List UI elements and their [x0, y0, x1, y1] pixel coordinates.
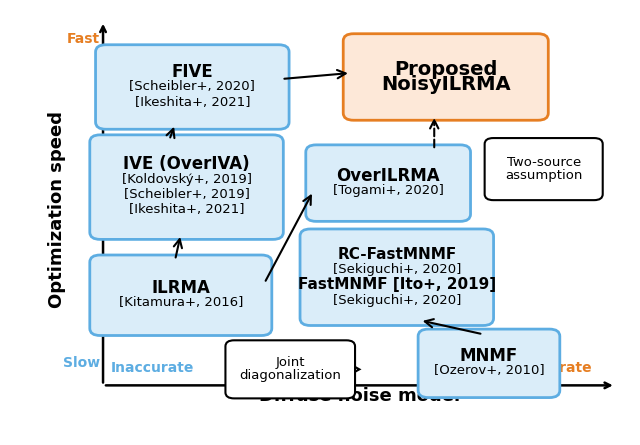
Text: [Togami+, 2020]: [Togami+, 2020]: [333, 184, 444, 197]
Text: [Koldovský+, 2019]: [Koldovský+, 2019]: [122, 173, 252, 186]
FancyBboxPatch shape: [300, 229, 493, 325]
FancyBboxPatch shape: [225, 340, 355, 398]
Text: FastMNMF [Ito+, 2019]: FastMNMF [Ito+, 2019]: [298, 277, 496, 292]
Text: [Sekiguchi+, 2020]: [Sekiguchi+, 2020]: [333, 294, 461, 307]
Text: IVE (OverIVA): IVE (OverIVA): [124, 155, 250, 173]
Text: MNMF: MNMF: [460, 347, 518, 365]
Text: ILRMA: ILRMA: [152, 279, 210, 297]
Text: Diffuse noise model: Diffuse noise model: [259, 388, 460, 405]
Polygon shape: [486, 147, 493, 176]
Text: Proposed: Proposed: [394, 60, 497, 79]
FancyBboxPatch shape: [90, 255, 272, 336]
FancyBboxPatch shape: [95, 45, 289, 129]
Text: [Scheibler+, 2020]: [Scheibler+, 2020]: [129, 81, 255, 93]
Text: [Scheibler+, 2019]: [Scheibler+, 2019]: [124, 188, 250, 201]
FancyBboxPatch shape: [343, 34, 548, 120]
Text: Optimization speed: Optimization speed: [48, 111, 66, 307]
Polygon shape: [346, 362, 360, 376]
Text: [Kitamura+, 2016]: [Kitamura+, 2016]: [118, 296, 243, 309]
Text: [Ikeshita+, 2021]: [Ikeshita+, 2021]: [134, 96, 250, 109]
FancyBboxPatch shape: [418, 329, 560, 397]
Text: diagonalization: diagonalization: [239, 369, 341, 382]
Text: FIVE: FIVE: [172, 63, 213, 81]
FancyBboxPatch shape: [306, 145, 470, 221]
Text: [Sekiguchi+, 2020]: [Sekiguchi+, 2020]: [333, 263, 461, 276]
Text: Inaccurate: Inaccurate: [110, 361, 194, 376]
Text: Accurate: Accurate: [524, 361, 593, 376]
Text: Joint: Joint: [275, 356, 305, 369]
Text: RC-FastMNMF: RC-FastMNMF: [337, 247, 456, 262]
Text: Two-source: Two-source: [506, 156, 581, 169]
Text: Slow: Slow: [63, 356, 100, 370]
Text: [Ozerov+, 2010]: [Ozerov+, 2010]: [434, 364, 544, 377]
FancyBboxPatch shape: [484, 138, 603, 200]
Text: [Ikeshita+, 2021]: [Ikeshita+, 2021]: [129, 203, 244, 216]
Text: NoisyILRMA: NoisyILRMA: [381, 75, 511, 94]
Text: assumption: assumption: [505, 169, 582, 182]
FancyBboxPatch shape: [90, 135, 284, 239]
Text: OverILRMA: OverILRMA: [337, 166, 440, 185]
Text: Fast: Fast: [67, 32, 100, 46]
